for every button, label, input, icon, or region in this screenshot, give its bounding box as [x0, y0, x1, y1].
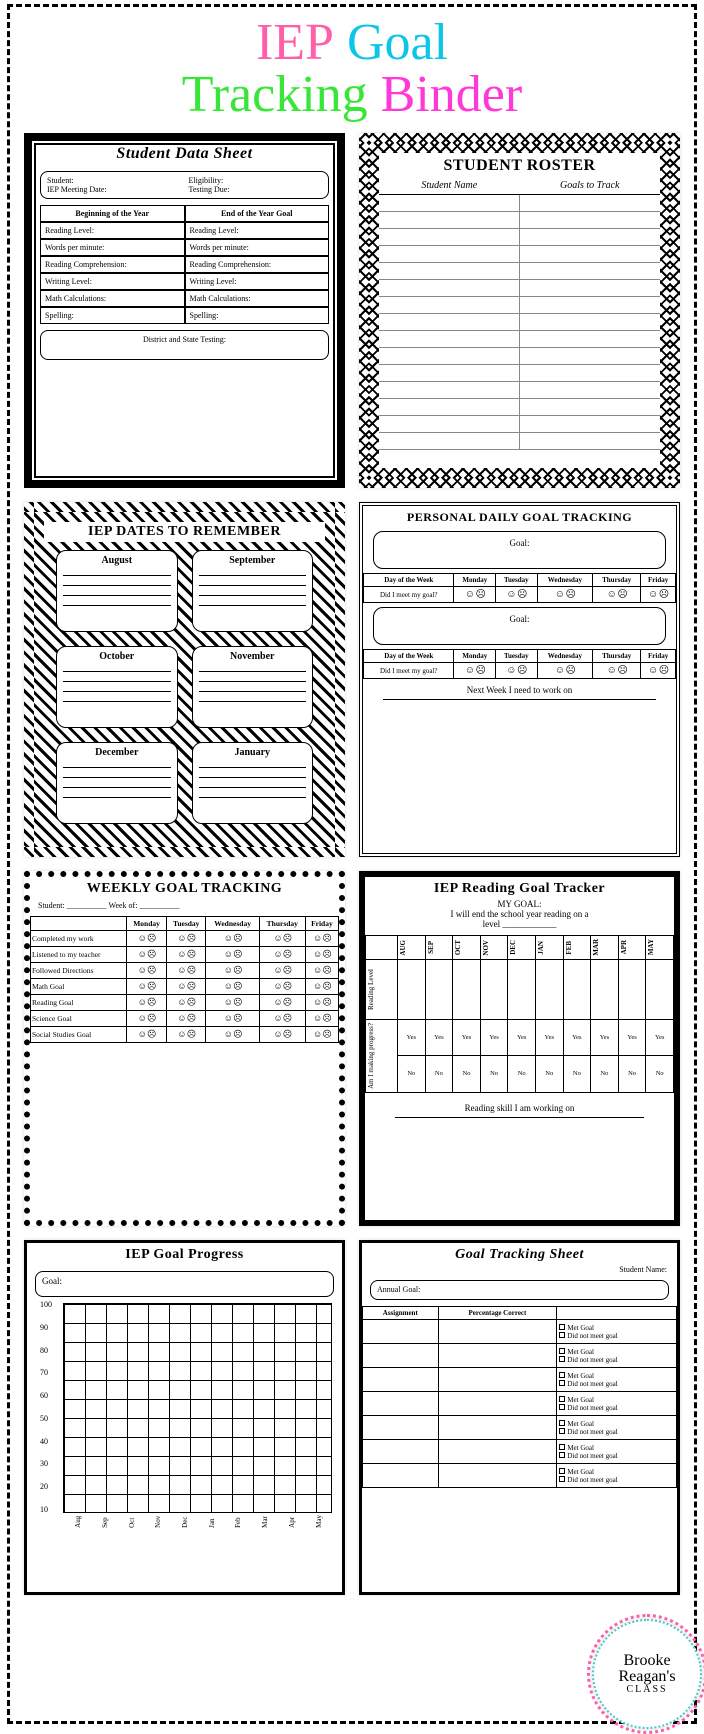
year-comparison-table: Beginning of the Year End of the Year Go… [40, 205, 329, 324]
card-title: STUDENT ROSTER [379, 153, 660, 177]
main-title: IEP Goal Tracking Binder [18, 17, 686, 121]
card-daily-tracking: PERSONAL DAILY GOAL TRACKING Goal: Day o… [359, 502, 680, 857]
author-badge: Brooke Reagan's CLASS [592, 1619, 702, 1729]
daily-table-2: Day of the WeekMondayTuesdayWednesdayThu… [363, 649, 676, 679]
goal-box-2: Goal: [373, 607, 666, 645]
card-goal-progress: IEP Goal Progress Goal: 1009080706050403… [24, 1240, 345, 1595]
student-info-box: Student: Eligibility: IEP Meeting Date: … [40, 171, 329, 199]
weekly-table: MondayTuesdayWednesdayThursdayFridayComp… [30, 916, 339, 1043]
card-reading-tracker: IEP Reading Goal Tracker MY GOAL: I will… [359, 871, 680, 1226]
card-student-roster: STUDENT ROSTER Student Name Goals to Tra… [359, 133, 680, 488]
daily-footer: Next Week I need to work on [363, 685, 676, 695]
card-iep-dates: IEP DATES TO REMEMBER AugustSeptemberOct… [24, 502, 345, 857]
progress-chart: 100908070605040302010 [63, 1303, 332, 1513]
title-word-1: IEP [256, 17, 334, 69]
card-tracking-sheet: Goal Tracking Sheet Student Name: Annual… [359, 1240, 680, 1595]
binder-frame: IEP Goal Tracking Binder Student Data Sh… [7, 4, 697, 1724]
tracking-table: AssignmentPercentage CorrectMet GoalDid … [362, 1306, 677, 1488]
card-title: Goal Tracking Sheet [362, 1243, 677, 1265]
title-word-2: Goal [347, 17, 448, 69]
card-title: WEEKLY GOAL TRACKING [30, 877, 339, 899]
annual-goal-box: Annual Goal: [370, 1280, 669, 1300]
card-title: IEP DATES TO REMEMBER [44, 522, 325, 542]
daily-table-1: Day of the WeekMondayTuesdayWednesdayThu… [363, 573, 676, 603]
testing-box: District and State Testing: [40, 330, 329, 360]
card-title: IEP Goal Progress [27, 1243, 342, 1265]
title-word-4: Binder [381, 69, 523, 121]
card-weekly-tracking: WEEKLY GOAL TRACKING Student: __________… [24, 871, 345, 1226]
reading-table: AUGSEPOCTNOVDECJANFEBMARAPRMAYReading Le… [365, 935, 674, 1093]
y-axis: 100908070605040302010 [40, 1300, 52, 1514]
roster-header: Student Name Goals to Track [379, 177, 660, 195]
reading-footer: Reading skill I am working on [365, 1103, 674, 1113]
card-title: IEP Reading Goal Tracker [365, 877, 674, 899]
worksheet-grid: Student Data Sheet Student: Eligibility:… [18, 133, 686, 1595]
card-student-data-sheet: Student Data Sheet Student: Eligibility:… [24, 133, 345, 488]
goal-box-1: Goal: [373, 531, 666, 569]
card-title: PERSONAL DAILY GOAL TRACKING [363, 506, 676, 527]
title-word-3: Tracking [182, 69, 368, 121]
month-grid: AugustSeptemberOctoberNovemberDecemberJa… [44, 542, 325, 832]
roster-rows [379, 195, 660, 450]
goal-box: Goal: [35, 1271, 334, 1297]
x-axis: AugSepOctNovDecJanFebMarAprMay [65, 1515, 332, 1528]
card-title: Student Data Sheet [32, 141, 337, 165]
